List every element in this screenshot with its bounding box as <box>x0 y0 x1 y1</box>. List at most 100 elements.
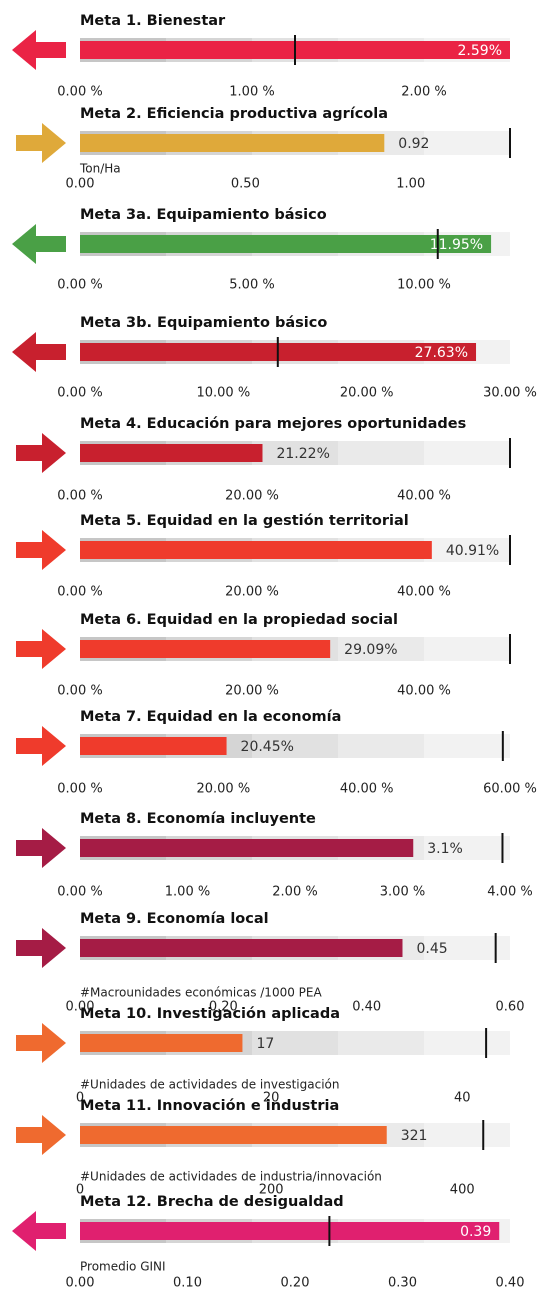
x-tick-label: 0.30 <box>388 1276 417 1291</box>
unit-label: #Unidades de actividades de industria/in… <box>80 1170 382 1184</box>
x-tick-label: 0.00 % <box>57 782 102 797</box>
trend-arrow <box>16 123 66 163</box>
x-tick-label: 0.10 <box>173 1276 202 1291</box>
x-tick-label: 40.00 % <box>397 585 451 600</box>
x-tick-label: 400 <box>450 1183 475 1198</box>
value-label: 0.39 <box>460 1224 491 1240</box>
x-tick-label: 0.00 % <box>57 489 102 504</box>
trend-arrow <box>12 1211 66 1251</box>
value-label: 29.09% <box>344 642 397 658</box>
range-band <box>424 734 510 758</box>
x-tick-label: 5.00 % <box>229 278 274 293</box>
x-tick-label: 0.00 <box>66 177 95 192</box>
range-band <box>252 1031 338 1055</box>
value-bar <box>80 1222 500 1240</box>
trend-arrow <box>16 1115 66 1155</box>
x-tick-label: 0.00 % <box>57 386 102 401</box>
x-tick-label: 1.00 % <box>229 85 274 100</box>
x-tick-label: 0.20 <box>209 1000 238 1015</box>
chart-title: Meta 7. Equidad en la economía <box>80 709 341 725</box>
value-label: 2.59% <box>458 43 502 59</box>
unit-label: Promedio GINI <box>80 1260 166 1274</box>
trend-arrow <box>12 224 66 264</box>
trend-arrow <box>12 30 66 70</box>
x-tick-label: 20.00 % <box>225 684 279 699</box>
x-tick-label: 4.00 % <box>487 885 532 900</box>
unit-label: #Unidades de actividades de investigació… <box>80 1078 339 1092</box>
chart-title: Meta 10. Investigación aplicada <box>80 1006 340 1022</box>
chart-title: Meta 1. Bienestar <box>80 13 226 29</box>
x-tick-label: 30.00 % <box>483 386 537 401</box>
x-tick-label: 10.00 % <box>397 278 451 293</box>
trend-arrow <box>12 332 66 372</box>
x-tick-label: 40.00 % <box>397 684 451 699</box>
x-tick-label: 60.00 % <box>483 782 537 797</box>
value-label: 20.45% <box>241 739 294 755</box>
x-tick-label: 0 <box>76 1183 84 1198</box>
value-bar <box>80 839 414 857</box>
x-tick-label: 0.00 % <box>57 885 102 900</box>
value-label: 3.1% <box>427 841 463 857</box>
x-tick-label: 2.00 % <box>272 885 317 900</box>
range-band <box>424 1123 510 1147</box>
x-tick-label: 0.00 % <box>57 85 102 100</box>
value-bar <box>80 1126 387 1144</box>
x-tick-label: 0.40 <box>352 1000 381 1015</box>
x-tick-label: 0.00 <box>66 1000 95 1015</box>
x-tick-label: 40.00 % <box>397 489 451 504</box>
value-label: 0.45 <box>417 941 448 957</box>
x-tick-label: 20.00 % <box>196 782 250 797</box>
range-band <box>424 1031 510 1055</box>
value-label: 40.91% <box>446 543 499 559</box>
x-tick-label: 0.60 <box>496 1000 525 1015</box>
range-band <box>338 637 424 661</box>
x-tick-label: 0.00 % <box>57 585 102 600</box>
value-bar <box>80 640 331 658</box>
x-tick-label: 0 <box>76 1091 84 1106</box>
x-tick-label: 0.20 <box>281 1276 310 1291</box>
x-tick-label: 0.00 <box>66 1276 95 1291</box>
x-tick-label: 0.40 <box>496 1276 525 1291</box>
value-bar <box>80 444 263 462</box>
chart-title: Meta 2. Eficiencia productiva agrícola <box>80 106 388 122</box>
chart-title: Meta 8. Economía incluyente <box>80 811 316 827</box>
range-band <box>252 734 338 758</box>
chart-title: Meta 11. Innovación e industria <box>80 1098 339 1114</box>
x-tick-label: 3.00 % <box>380 885 425 900</box>
range-band <box>338 1031 424 1055</box>
chart-title: Meta 3a. Equipamiento básico <box>80 207 327 223</box>
x-tick-label: 0.00 % <box>57 684 102 699</box>
chart-title: Meta 6. Equidad en la propiedad social <box>80 612 398 628</box>
unit-label: #Macrounidades económicas /1000 PEA <box>80 986 322 1000</box>
value-bar <box>80 737 227 755</box>
x-tick-label: 20.00 % <box>340 386 394 401</box>
x-tick-label: 0.50 <box>231 177 260 192</box>
value-bar <box>80 541 432 559</box>
range-band <box>338 441 424 465</box>
x-tick-label: 1.00 <box>396 177 425 192</box>
trend-arrow <box>16 1023 66 1063</box>
chart-title: Meta 5. Equidad en la gestión territoria… <box>80 513 409 529</box>
x-tick-label: 20 <box>263 1091 280 1106</box>
range-band <box>424 131 510 155</box>
value-label: 27.63% <box>415 345 468 361</box>
value-label: 0.92 <box>398 136 429 152</box>
trend-arrow <box>16 629 66 669</box>
value-bar <box>80 939 403 957</box>
trend-arrow <box>16 928 66 968</box>
value-bar <box>80 1034 243 1052</box>
value-bar <box>80 134 385 152</box>
range-band <box>424 441 510 465</box>
chart-title: Meta 9. Economía local <box>80 911 269 927</box>
trend-arrow <box>16 433 66 473</box>
x-tick-label: 20.00 % <box>225 489 279 504</box>
range-band <box>424 836 510 860</box>
chart-title: Meta 12. Brecha de desigualdad <box>80 1194 344 1210</box>
range-band <box>252 441 338 465</box>
x-tick-label: 10.00 % <box>196 386 250 401</box>
x-tick-label: 20.00 % <box>225 585 279 600</box>
x-tick-label: 200 <box>259 1183 284 1198</box>
value-bar <box>80 235 492 253</box>
